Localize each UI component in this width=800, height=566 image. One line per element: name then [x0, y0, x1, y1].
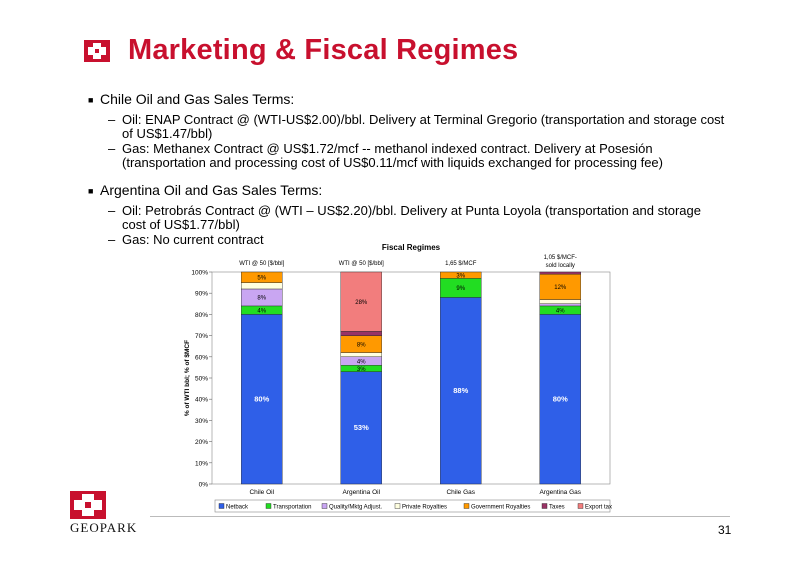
bar-data-label: 4%	[556, 308, 565, 314]
page-title: Marketing & Fiscal Regimes	[128, 34, 519, 66]
legend-swatch	[265, 503, 272, 509]
bar-data-label: 88%	[453, 386, 468, 395]
legend-label: Government Royalties	[471, 505, 530, 511]
bar-data-label: 4%	[257, 308, 266, 314]
legend-box	[214, 499, 611, 513]
y-tick-label: 50%	[195, 376, 208, 383]
bar-segment	[340, 331, 382, 336]
legend-label: Netback	[226, 505, 249, 511]
bar-segment	[340, 352, 382, 357]
geopark-logo-icon	[70, 491, 106, 519]
bar-data-label: 80%	[553, 395, 568, 404]
bar-top-label: WTI @ 50 [$/bbl]	[339, 261, 384, 267]
bar-segment	[241, 314, 283, 485]
bar-data-label: 5%	[257, 276, 266, 282]
bullet-heading-argentina: ■ Argentina Oil and Gas Sales Terms:	[88, 182, 323, 198]
y-axis-label: % of WTI bbl; % of $MCF	[184, 340, 191, 416]
bar-data-label: 3%	[456, 273, 465, 279]
bar-segment	[340, 371, 382, 485]
fiscal-regimes-chart: Fiscal Regimes 0% 10% 20% 30% 40% 50% 60% 70% 80%…	[184, 243, 612, 513]
bar-top-label: sold locally	[546, 263, 575, 269]
bar-segment	[539, 273, 581, 300]
legend-swatch	[394, 503, 401, 509]
bullet-icon: ■	[88, 186, 94, 196]
bar-data-label: 12%	[554, 285, 567, 291]
y-tick-label: 0%	[199, 482, 209, 489]
bar-data-label: 8%	[357, 342, 366, 348]
legend-swatch	[577, 503, 584, 509]
bar-segment	[539, 314, 581, 485]
bar-segment	[340, 271, 382, 332]
bar-data-label: 80%	[254, 395, 269, 404]
y-tick-label: 60%	[195, 354, 208, 361]
bar-data-label: 53%	[354, 423, 369, 432]
x-category-label: Argentina Gas	[539, 489, 581, 496]
title-area: Marketing & Fiscal Regimes	[84, 34, 518, 67]
sub-item-chile-oil: – Oil: ENAP Contract @ (WTI-US$2.00)/bbl.…	[108, 112, 725, 141]
sub-item-argentina-oil: – Oil: Petrobrás Contract @ (WTI – US$2.2…	[108, 203, 701, 232]
legend-swatch	[463, 503, 470, 509]
geopark-small-logo-icon	[84, 39, 110, 62]
legend-label: Transportation	[273, 505, 311, 511]
bullet-heading-chile: ■ Chile Oil and Gas Sales Terms:	[88, 91, 295, 107]
bar-data-label: 3%	[357, 367, 366, 373]
y-tick-label: 40%	[195, 397, 208, 404]
bar-data-label: 9%	[456, 286, 465, 292]
y-tick-label: 80%	[195, 312, 208, 319]
legend-swatch	[218, 503, 225, 509]
x-category-label: Chile Gas	[446, 489, 475, 496]
legend-label: Private Royalties	[402, 505, 447, 511]
x-category-label: Chile Oil	[249, 489, 274, 496]
company-name: GEOPARK	[70, 520, 138, 535]
y-tick-label: 30%	[195, 418, 208, 425]
y-tick-label: 90%	[195, 291, 208, 298]
y-tick-label: 20%	[195, 439, 208, 446]
legend-label: Quality/Mktg Adjust.	[329, 505, 382, 511]
legend-label: Taxes	[549, 505, 565, 511]
x-category-label: Argentina Oil	[342, 489, 380, 496]
bullet-list: ■ Chile Oil and Gas Sales Terms: – Oil: E…	[88, 92, 728, 248]
bullet-icon: ■	[88, 95, 94, 105]
legend-swatch	[541, 503, 548, 509]
legend-label: Export tax	[585, 505, 612, 511]
bar-segment	[440, 271, 482, 279]
bar-segment	[539, 299, 581, 305]
bar-segment	[539, 303, 581, 307]
bar-top-label: WTI @ 50 [$/bbl]	[239, 261, 284, 267]
y-tick-label: 100%	[191, 270, 208, 277]
bar-segment	[241, 271, 283, 283]
y-tick-label: 70%	[195, 333, 208, 340]
bar-data-label: 28%	[355, 300, 368, 306]
sub-item-chile-gas: – Gas: Methanex Contract @ US$1.72/mcf --…	[108, 141, 663, 170]
y-tick-label: 10%	[195, 460, 208, 467]
bar-top-label: 1,65 $/MCF	[445, 261, 477, 267]
chart-title: Fiscal Regimes	[382, 243, 441, 252]
bar-segment	[241, 282, 283, 290]
legend-swatch	[321, 503, 328, 509]
footer-divider	[150, 516, 730, 517]
sub-item-argentina-gas: – Gas: No current contract	[108, 232, 264, 247]
bar-segment	[440, 297, 482, 485]
bar-data-label: 8%	[257, 296, 266, 302]
bar-top-label: 1,05 $/MCF-	[544, 255, 577, 261]
bar-data-label: 4%	[357, 359, 366, 365]
page-number: 31	[718, 523, 732, 537]
bar-segment	[539, 271, 581, 275]
